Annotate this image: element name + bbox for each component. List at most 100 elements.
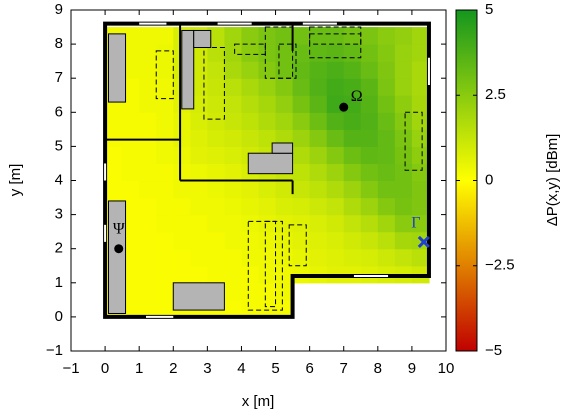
heat-cell: [122, 146, 140, 165]
furniture: [193, 29, 212, 49]
colorbar-tick-label: 0: [485, 171, 493, 188]
heat-cell: [343, 95, 362, 113]
heat-cell: [275, 248, 294, 267]
heat-cell: [156, 27, 174, 45]
heat-cell: [292, 78, 311, 96]
heat-cell: [258, 197, 277, 216]
furniture: [108, 200, 127, 314]
colorbar-tick-label: 2.5: [485, 86, 506, 103]
heat-cell: [122, 61, 140, 79]
y-tick-label: 2: [55, 240, 63, 257]
heat-cell: [139, 299, 157, 318]
heat-cell: [394, 78, 413, 96]
heat-cell: [309, 61, 328, 79]
heat-cell: [411, 44, 430, 62]
heat-cell: [360, 214, 379, 233]
outer-wall: [103, 21, 431, 319]
heat-cell: [309, 214, 328, 233]
heat-cell: [122, 112, 140, 130]
heat-cell: [309, 95, 328, 113]
heat-cell: [343, 78, 362, 96]
heat-cell: [411, 197, 430, 216]
heat-cell: [156, 265, 174, 284]
heat-cell: [156, 282, 174, 301]
heat-cell: [156, 129, 174, 147]
heat-cell: [156, 78, 174, 96]
heat-cell: [190, 214, 208, 233]
heat-cell: [411, 27, 430, 45]
y-tick-label: 5: [55, 137, 63, 154]
heat-cell: [275, 265, 294, 284]
heat-cell: [292, 44, 311, 62]
heat-cell: [241, 129, 260, 147]
heat-cell: [139, 129, 157, 147]
x-tick-label: 5: [271, 360, 279, 377]
heat-cell: [207, 27, 226, 45]
heat-cell: [139, 265, 157, 284]
heat-cell: [224, 146, 243, 165]
heat-cell: [377, 129, 396, 147]
heat-cell: [173, 197, 191, 216]
heat-cell: [326, 163, 345, 182]
axes: Ω Ψ Γ −1 0 1 2 3 4 5 6 7 8 9 10 −1 0 1 2 3 4 5 6 7 8 9 5 2.5 0 −2.5 −5: [46, 1, 515, 377]
heat-cell: [343, 180, 362, 199]
heat-cell: [139, 61, 157, 79]
heat-cell: [173, 112, 191, 130]
heat-cell: [156, 163, 174, 182]
heat-cell: [207, 248, 226, 267]
heat-cell: [156, 95, 174, 113]
heat-cell: [258, 214, 277, 233]
heat-cell: [360, 112, 379, 130]
heat-cell: [326, 231, 345, 250]
heat-cell: [173, 248, 191, 267]
x-tick-label: 1: [135, 360, 143, 377]
heat-cell: [258, 61, 277, 79]
heat-cell: [275, 282, 294, 301]
heat-cell: [207, 214, 226, 233]
heat-cell: [139, 180, 157, 199]
heat-cell: [343, 214, 362, 233]
heat-cell: [326, 129, 345, 147]
heat-cell: [360, 78, 379, 96]
furniture: [181, 29, 195, 110]
heat-cell: [275, 197, 294, 216]
heat-cell: [139, 95, 157, 113]
heat-cell: [207, 146, 226, 165]
heat-cell: [105, 163, 123, 182]
heat-cell: [224, 180, 243, 199]
y-tick-label: 4: [55, 171, 63, 188]
heat-cell: [173, 180, 191, 199]
heat-cell: [190, 112, 208, 130]
heat-cell: [258, 95, 277, 113]
heat-cell: [122, 44, 140, 62]
dashed-area: [264, 220, 277, 308]
heat-cell: [309, 163, 328, 182]
heat-cell: [190, 146, 208, 165]
marker: [417, 235, 430, 248]
dashed-area: [203, 47, 225, 120]
heat-cell: [139, 282, 157, 301]
heat-cell: [241, 112, 260, 130]
heat-cell: [139, 248, 157, 267]
heat-cell: [377, 112, 396, 130]
heat-cell: [156, 299, 174, 318]
heat-cell: [394, 146, 413, 165]
heat-cell: [326, 44, 345, 62]
heat-cell: [377, 95, 396, 113]
heat-cell: [377, 27, 396, 45]
heat-cell: [394, 231, 413, 250]
x-tick-label: 9: [408, 360, 416, 377]
x-tick-label: −1: [62, 360, 79, 377]
heat-cell: [343, 231, 362, 250]
heat-cell: [258, 282, 277, 301]
heat-cell: [156, 180, 174, 199]
heat-cell: [377, 214, 396, 233]
heat-cell: [377, 248, 396, 267]
heat-cell: [309, 231, 328, 250]
heat-cell: [156, 248, 174, 267]
heat-cell: [411, 78, 430, 96]
heat-cell: [275, 61, 294, 79]
heat-cell: [190, 61, 208, 79]
heat-cell: [156, 61, 174, 79]
heat-cell: [394, 44, 413, 62]
